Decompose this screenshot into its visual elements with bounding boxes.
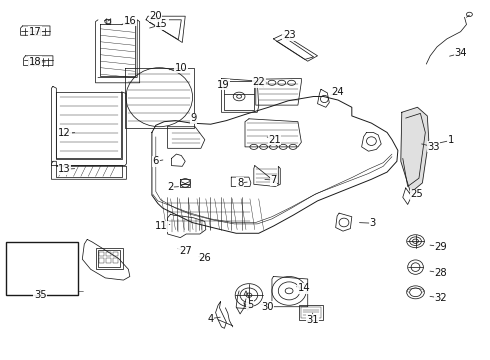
- Text: 34: 34: [454, 48, 467, 58]
- Text: 35: 35: [34, 290, 47, 300]
- Text: 9: 9: [190, 113, 197, 123]
- Text: 3: 3: [369, 218, 375, 228]
- Text: 32: 32: [435, 293, 447, 303]
- Text: 29: 29: [435, 242, 447, 252]
- Text: 5: 5: [246, 300, 253, 310]
- Bar: [106, 252, 111, 256]
- Text: 26: 26: [198, 253, 211, 264]
- Text: 10: 10: [175, 63, 188, 73]
- Bar: [113, 258, 118, 263]
- Bar: [301, 307, 321, 318]
- Text: 13: 13: [58, 164, 71, 174]
- Text: 8: 8: [237, 178, 243, 188]
- Text: 17: 17: [29, 27, 42, 37]
- Text: 33: 33: [427, 142, 440, 152]
- Text: 27: 27: [179, 246, 192, 256]
- Polygon shape: [401, 107, 429, 193]
- Bar: [96, 248, 122, 269]
- Text: 12: 12: [58, 128, 71, 138]
- Text: 6: 6: [152, 156, 159, 166]
- Text: 23: 23: [283, 30, 295, 40]
- Text: 30: 30: [261, 302, 274, 312]
- Bar: [99, 252, 104, 256]
- Bar: [113, 252, 118, 256]
- Text: 31: 31: [306, 315, 319, 325]
- Text: 7: 7: [270, 175, 277, 185]
- Text: 16: 16: [123, 16, 136, 26]
- Bar: [99, 258, 104, 263]
- Text: 4: 4: [208, 314, 214, 324]
- Text: 21: 21: [268, 135, 281, 145]
- Text: 25: 25: [410, 189, 423, 199]
- Text: 22: 22: [252, 77, 265, 87]
- Text: 24: 24: [331, 87, 343, 97]
- Bar: [106, 258, 111, 263]
- Bar: [98, 250, 120, 267]
- Bar: [6, 242, 78, 295]
- Text: 15: 15: [155, 19, 168, 30]
- Text: 18: 18: [29, 57, 42, 67]
- Text: 14: 14: [297, 283, 310, 293]
- Text: 20: 20: [149, 11, 162, 21]
- Text: 1: 1: [447, 135, 454, 145]
- Text: 2: 2: [167, 182, 174, 192]
- Text: 19: 19: [217, 80, 229, 90]
- Text: 28: 28: [435, 268, 447, 278]
- Bar: [299, 305, 323, 320]
- Text: 11: 11: [155, 221, 168, 231]
